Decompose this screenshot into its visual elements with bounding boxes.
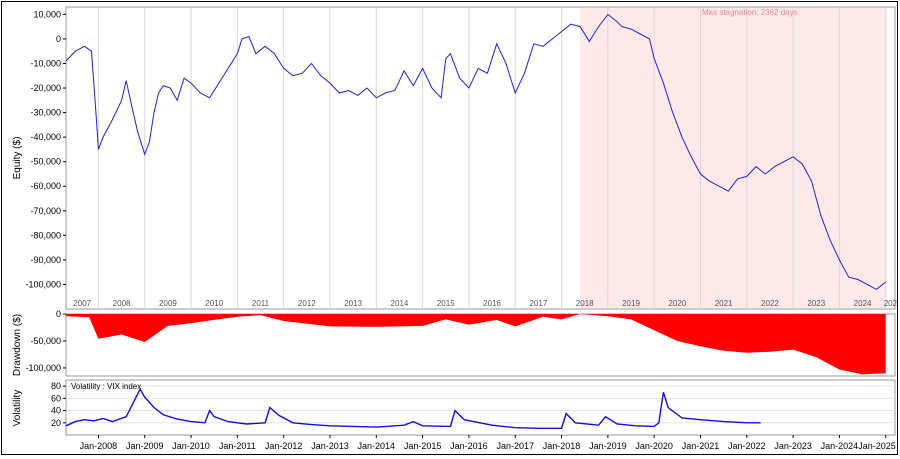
stagnation-annotation: Max stagnation: 2362 days	[702, 8, 798, 17]
y-tick-label: -100,000	[25, 279, 61, 289]
x-tick-label: Jan-2009	[126, 441, 164, 451]
volatility-panel: 80 60 40 20 Volatility : VIX index Volatili…	[12, 379, 896, 436]
y-tick-label: -30,000	[30, 108, 61, 118]
x-tick-label: Jan-2010	[172, 441, 210, 451]
vix-line	[65, 387, 761, 429]
y-tick-label: 80	[51, 381, 61, 391]
x-tick-label: Jan-2020	[635, 441, 673, 451]
drawdown-area	[66, 314, 886, 375]
vix-legend: Volatility : VIX index	[71, 382, 141, 391]
y-tick-label: -90,000	[30, 255, 61, 265]
x-tick-label: Jan-2012	[265, 441, 303, 451]
x-tick-label: Jan-2023	[774, 441, 812, 451]
year-label: 2020	[668, 299, 686, 308]
x-tick-label: Jan-2013	[311, 441, 349, 451]
year-label: 2017	[529, 299, 547, 308]
x-tick-label: Jan-2025	[858, 441, 896, 451]
year-label: 2007	[73, 299, 91, 308]
equity-axis-label: Equity ($)	[12, 137, 23, 180]
x-tick-label: Jan-2019	[589, 441, 627, 451]
year-label: 2015	[437, 299, 455, 308]
y-tick-label: -50,000	[30, 336, 61, 346]
y-tick-label: -40,000	[30, 132, 61, 142]
y-tick-label: -50,000	[30, 157, 61, 167]
x-tick-label: Jan-2015	[404, 441, 442, 451]
year-label: 2016	[483, 299, 501, 308]
drawdown-axis-label: Drawdown ($)	[12, 314, 23, 376]
year-label: 2009	[159, 299, 177, 308]
y-tick-label: 0	[56, 309, 61, 319]
x-tick-label: Jan-2014	[358, 441, 396, 451]
year-label: 2010	[205, 299, 223, 308]
equity-panel: 10,000 0 -10,000 -20,000 -30,000 -40,000 -50,0…	[12, 6, 898, 310]
volatility-plot-area	[65, 379, 896, 436]
y-tick-label: 20	[51, 418, 61, 428]
year-label: 2022	[761, 299, 779, 308]
year-label: 2019	[622, 299, 640, 308]
y-tick-label: 0	[56, 34, 61, 44]
x-tick-label: Jan-2011	[219, 441, 256, 451]
year-label: 2021	[715, 299, 733, 308]
x-tick-label: Jan-2024	[821, 441, 859, 451]
volatility-axis-label: Volatility	[12, 390, 23, 427]
y-tick-label: -70,000	[30, 206, 61, 216]
x-tick-label: Jan-2016	[450, 441, 488, 451]
stagnation-region	[580, 8, 886, 308]
x-tick-label: Jan-2018	[543, 441, 581, 451]
year-label: 2018	[576, 299, 594, 308]
y-tick-label: -100,000	[25, 363, 61, 373]
x-axis-labels: Jan-2008 Jan-2009 Jan-2010 Jan-2011 Jan-2012…	[80, 435, 896, 451]
equity-line	[65, 13, 887, 290]
year-label: 2024	[854, 299, 872, 308]
drawdown-panel: 0 -50,000 -100,000 Drawdown ($)	[12, 309, 896, 377]
x-tick-label: Jan-2022	[728, 441, 766, 451]
y-tick-label: -80,000	[30, 230, 61, 240]
y-tick-label: -60,000	[30, 181, 61, 191]
year-label: 202	[884, 299, 897, 308]
y-tick-label: 10,000	[33, 9, 61, 19]
year-label: 2013	[344, 299, 362, 308]
year-label: 2008	[113, 299, 131, 308]
x-tick-label: Jan-2008	[80, 441, 118, 451]
year-label: 2023	[807, 299, 825, 308]
y-tick-label: 60	[51, 393, 61, 403]
year-label: 2014	[391, 299, 409, 308]
year-label: 2012	[298, 299, 316, 308]
y-tick-label: 40	[51, 406, 61, 416]
y-tick-label: -20,000	[30, 83, 61, 93]
year-label: 2011	[252, 299, 270, 308]
x-tick-label: Jan-2017	[496, 441, 534, 451]
x-tick-label: Jan-2021	[682, 441, 720, 451]
y-tick-label: -10,000	[30, 58, 61, 68]
equity-chart-figure: 10,000 0 -10,000 -20,000 -30,000 -40,000 -50,0…	[12, 6, 898, 451]
